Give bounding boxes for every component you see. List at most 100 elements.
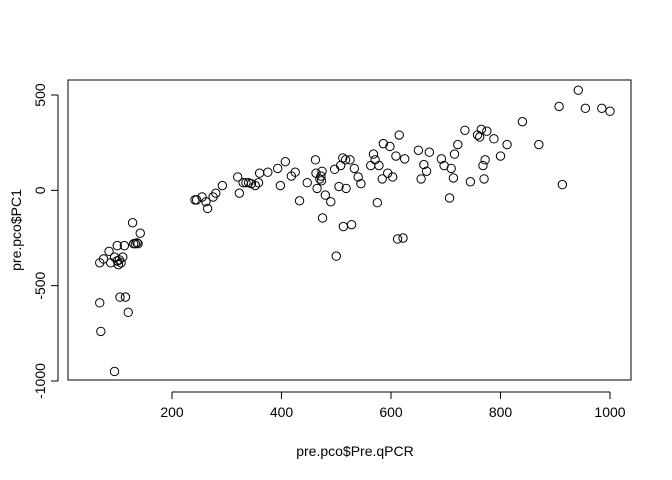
data-point [377,174,387,184]
data-point [394,130,404,140]
y-axis: -1000 -500 0 500 [32,83,59,399]
x-axis: 200 400 600 800 1000 [160,391,626,420]
data-point [554,101,564,112]
data-point [482,126,492,136]
plot-frame [67,79,632,381]
data-point [109,366,120,377]
data-point [234,188,245,198]
data-point [335,160,346,171]
data-point [366,160,376,171]
data-point [453,139,463,150]
data-point [557,179,568,190]
data-point [201,197,211,207]
data-point [316,171,326,181]
data-point [446,163,456,174]
data-point [413,145,424,155]
x-axis-label: pre.pco$Pre.qPCR [296,443,414,459]
data-point [241,178,251,188]
data-point [474,132,485,142]
data-point [597,103,607,114]
data-points [95,85,615,377]
data-point [472,130,483,140]
y-tick-label: -1000 [32,363,48,399]
data-point [476,124,487,135]
data-point [338,221,349,232]
data-point [310,155,321,165]
data-point [370,155,380,165]
data-point [517,116,528,127]
data-point [290,167,300,177]
data-point [436,154,447,164]
data-point [104,246,114,257]
data-point [132,238,142,248]
data-point [112,240,122,251]
data-point [312,183,322,194]
data-point [449,149,460,159]
x-tick-label: 600 [379,404,403,420]
data-point [329,164,340,175]
data-point [478,160,488,171]
data-point [294,196,305,206]
data-point [495,151,506,161]
data-point [346,219,357,230]
data-point [419,159,429,170]
data-point [534,139,544,150]
x-tick-label: 800 [489,404,513,420]
data-point [317,166,327,176]
data-point [502,139,512,150]
data-point [424,147,435,157]
data-point [263,167,273,177]
data-point [113,259,124,270]
data-point [96,326,106,337]
data-point [202,203,213,214]
data-point [95,298,105,308]
x-tick-label: 200 [160,404,184,420]
data-point [421,166,432,176]
data-point [114,255,125,265]
data-point [460,125,470,135]
data-point [465,177,476,187]
data-point [356,178,366,189]
data-point [98,254,109,264]
data-point [580,103,591,114]
data-point [374,160,384,171]
data-point [316,176,327,186]
y-tick-label: 0 [32,186,48,194]
data-point [127,218,138,228]
data-point [385,141,395,152]
data-point [489,134,499,144]
data-point [392,234,403,244]
data-point [217,180,228,191]
data-point [211,188,221,198]
data-point [368,149,379,159]
y-tick-label: -500 [32,271,48,299]
data-point [275,180,286,191]
data-point [334,181,344,192]
data-point [480,155,490,165]
data-point [416,174,426,184]
data-point [331,251,341,261]
data-point [391,151,401,161]
data-point [320,190,330,200]
data-point [479,174,489,184]
data-point [444,193,455,203]
data-point [280,157,291,167]
data-point [338,153,348,163]
data-point [133,239,143,249]
data-point [135,228,145,238]
data-point [233,172,243,182]
data-point [398,233,408,243]
data-point [345,155,355,165]
data-point [341,183,351,194]
data-point [130,239,141,249]
data-point [399,154,410,164]
x-tick-label: 400 [270,404,294,420]
data-point [372,198,383,208]
data-point [191,195,202,205]
data-point [605,106,615,116]
x-tick-label: 1000 [594,404,625,420]
data-point [326,197,336,207]
data-point [272,163,283,174]
data-point [311,168,321,178]
